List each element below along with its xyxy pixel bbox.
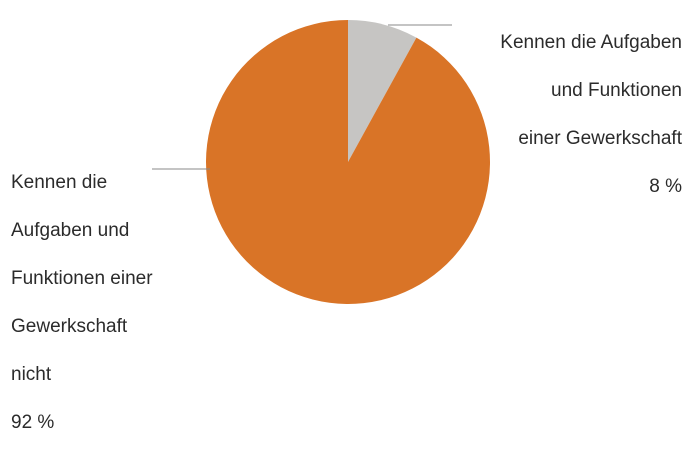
slice-label-known-line-3: einer Gewerkschaft [518,128,682,149]
slice-label-unknown-percent: 92 % [11,412,55,433]
slice-label-unknown-line-4: Gewerkschaft [11,316,128,337]
slice-label-unknown-line-3: Funktionen einer [11,268,153,289]
pie-chart: Kennen die Aufgaben und Funktionen einer… [11,7,682,433]
slice-label-unknown: Kennen die Aufgaben und Funktionen einer… [11,147,153,459]
slice-label-known-percent: 8 % [649,176,682,197]
pie-slice-known [348,20,417,162]
slice-label-unknown-line-5: nicht [11,364,52,385]
pie-slice-unknown [205,20,490,304]
slice-label-known-line-2: und Funktionen [551,80,682,101]
slice-label-unknown-line-1: Kennen die [11,172,108,193]
slice-label-known-line-1: Kennen die Aufgaben [500,32,682,53]
slice-label-unknown-line-2: Aufgaben und [11,220,130,241]
pie-svg [152,20,490,304]
slice-label-known: Kennen die Aufgaben und Funktionen einer… [500,7,682,223]
